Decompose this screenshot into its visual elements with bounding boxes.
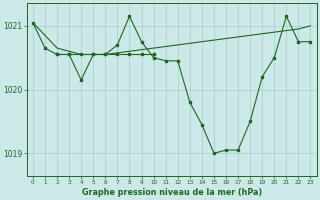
X-axis label: Graphe pression niveau de la mer (hPa): Graphe pression niveau de la mer (hPa) [82,188,262,197]
